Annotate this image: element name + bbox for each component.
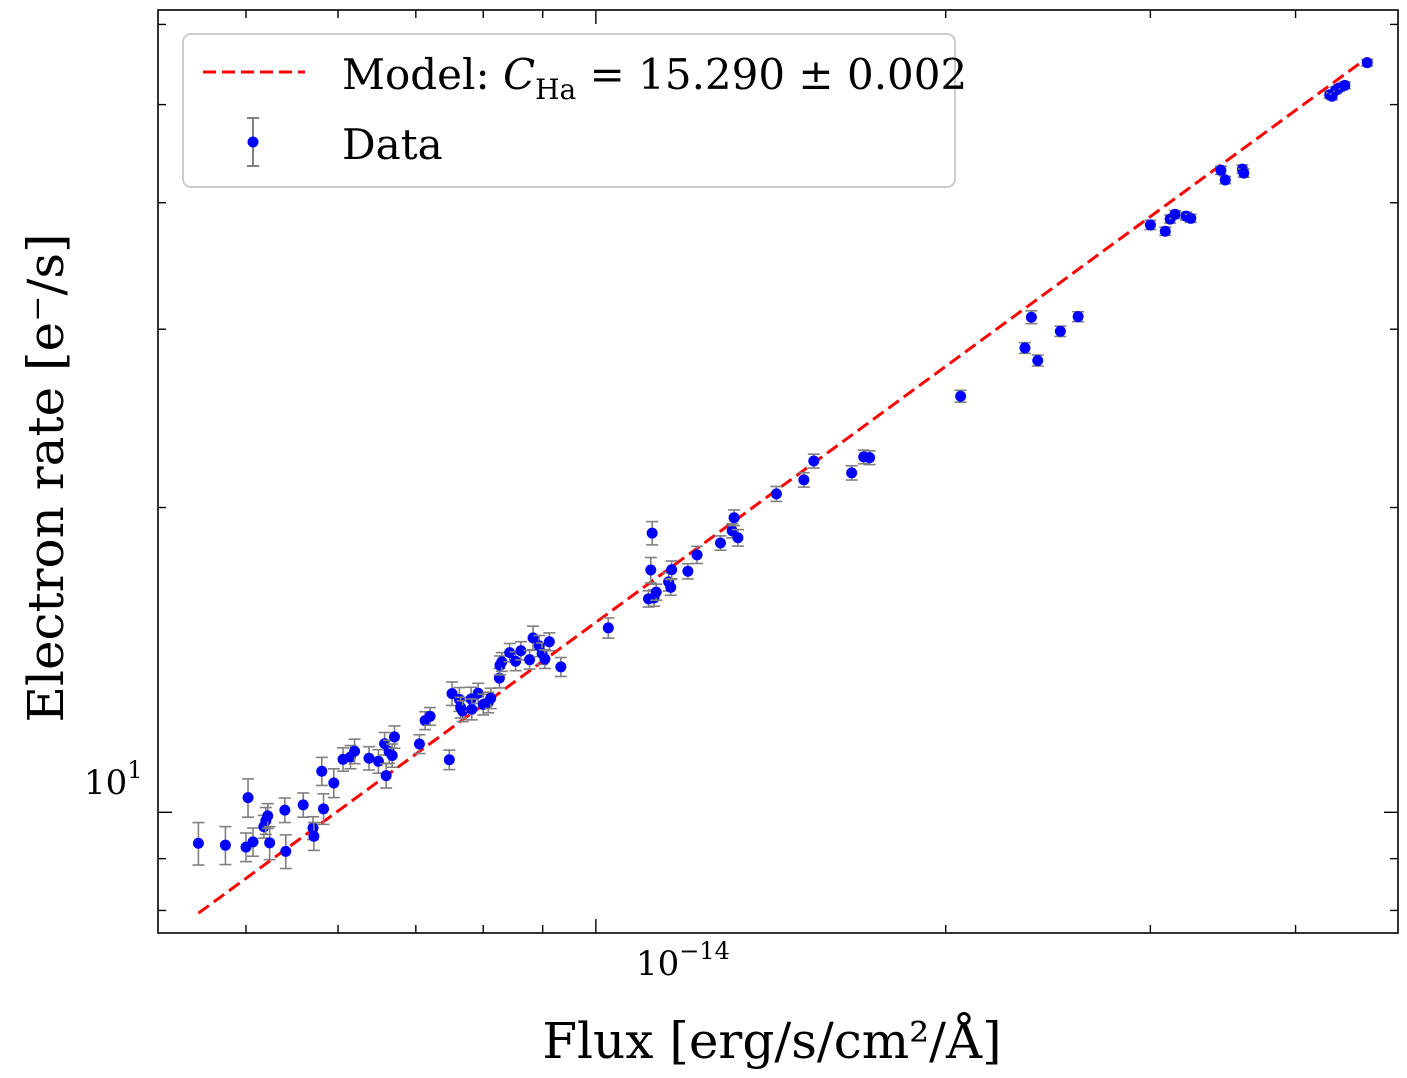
x-axis-title: Flux [erg/s/cm²/Å]: [542, 1011, 1001, 1070]
data-point: [466, 703, 478, 715]
data-point: [714, 537, 726, 549]
data-point: [485, 692, 497, 704]
data-point: [279, 804, 291, 816]
data-point: [666, 564, 678, 576]
model-line-layer: [197, 56, 1369, 915]
legend-box: [182, 33, 956, 188]
data-point: [372, 755, 384, 767]
data-point: [645, 564, 657, 576]
data-point: [539, 653, 551, 665]
data-point: [1144, 219, 1156, 231]
data-point: [728, 512, 740, 524]
data-point: [262, 810, 274, 822]
data-point: [1339, 79, 1351, 91]
y-axis-title: Electron rate [e⁻/s]: [17, 233, 75, 722]
y-tick-label-10: 101: [84, 756, 143, 803]
data-point: [1219, 174, 1231, 186]
data-point: [242, 792, 254, 804]
data-point: [1215, 164, 1227, 176]
data-point: [1238, 167, 1250, 179]
data-point: [864, 452, 876, 464]
x-tick-label-1e-14: 10−14: [636, 937, 730, 984]
data-point: [650, 586, 662, 598]
data-point: [457, 705, 469, 717]
data-point: [798, 474, 810, 486]
data-point: [247, 836, 259, 848]
data-point: [328, 777, 340, 789]
data-point: [1361, 57, 1373, 69]
legend-data-label: Data: [342, 120, 443, 169]
model-line: [197, 56, 1369, 915]
data-point: [192, 837, 204, 849]
data-point: [219, 839, 231, 851]
data-point: [1032, 355, 1044, 367]
data-point: [602, 622, 614, 634]
data-point: [770, 488, 782, 500]
data-point: [472, 687, 484, 699]
data-point: [363, 752, 375, 764]
data-point: [1072, 311, 1084, 323]
data-point: [264, 837, 276, 849]
data-point: [424, 710, 436, 722]
data-point: [555, 661, 567, 673]
data-point: [1025, 311, 1037, 323]
data-point: [732, 532, 744, 544]
data-point: [1169, 208, 1181, 220]
data-point: [1019, 342, 1031, 354]
data-point: [955, 390, 967, 402]
data-point: [297, 799, 309, 811]
data-point: [682, 565, 694, 577]
data-point: [388, 731, 400, 743]
legend: Model: CHa = 15.290 ± 0.002 Data: [182, 33, 967, 188]
data-point: [349, 745, 361, 757]
data-point: [308, 830, 320, 842]
plot-frame: [157, 9, 1399, 934]
data-point: [1054, 325, 1066, 337]
data-point: [543, 636, 555, 648]
data-point: [515, 645, 527, 657]
data-point: [380, 770, 392, 782]
data-point: [443, 754, 455, 766]
data-point: [318, 803, 330, 815]
data-point: [1185, 212, 1197, 224]
data-points-layer: [192, 57, 1374, 870]
data-point: [846, 467, 858, 479]
data-point: [524, 654, 536, 666]
data-point: [1159, 225, 1171, 237]
data-point: [646, 527, 658, 539]
data-point: [691, 549, 703, 561]
data-point: [280, 845, 292, 857]
axis-ticks: [158, 10, 1398, 933]
data-point: [386, 749, 398, 761]
legend-model-label: Model: CHa = 15.290 ± 0.002: [342, 50, 967, 106]
data-point: [808, 455, 820, 467]
data-point: [496, 656, 508, 668]
data-point: [665, 581, 677, 593]
data-point: [510, 655, 522, 667]
data-point: [413, 738, 425, 750]
data-point: [316, 765, 328, 777]
data-point: [307, 822, 319, 834]
legend-data-marker: [247, 136, 259, 148]
